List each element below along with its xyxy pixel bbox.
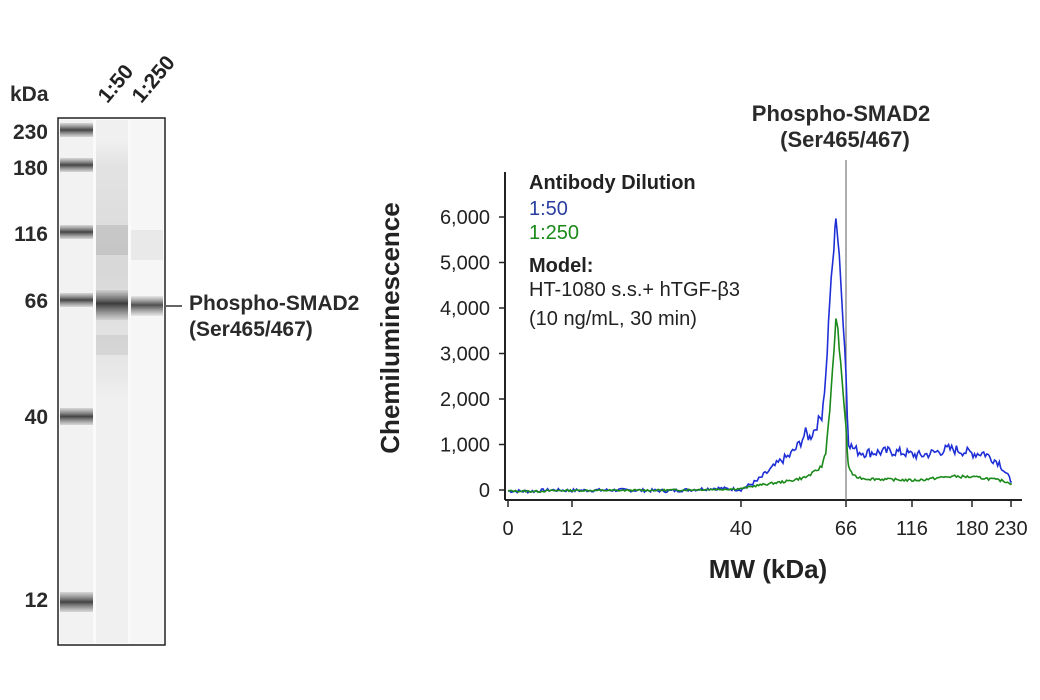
ladder-band (60, 225, 93, 239)
gel-image (57, 117, 182, 646)
marker-116: 116 (14, 223, 48, 246)
y-tick-label: 6,000 (440, 207, 490, 229)
band-1-250 (131, 296, 163, 316)
kda-label: kDa (10, 83, 49, 106)
ladder-band (60, 158, 93, 172)
band-1-50 (96, 290, 128, 320)
model-line1: HT-1080 s.s.+ hTGF-β3 (529, 279, 740, 301)
y-tick-label: 4,000 (440, 298, 490, 320)
x-tick-label: 12 (561, 518, 583, 540)
series-line-1-250 (507, 318, 1013, 493)
legend-entry-1-50: 1:50 (529, 198, 568, 220)
y-tick-label: 2,000 (440, 389, 490, 411)
ladder-band (60, 123, 93, 137)
legend-title: Antibody Dilution (529, 172, 696, 194)
ladder-band (60, 293, 93, 307)
ladder-band (60, 592, 93, 612)
x-tick-label: 40 (730, 518, 752, 540)
y-tick-label: 5,000 (440, 253, 490, 275)
marker-230: 230 (12, 121, 48, 144)
marker-12: 12 (24, 589, 48, 612)
y-axis-label: Chemiluminescence (375, 202, 405, 453)
x-tick-label: 0 (502, 518, 513, 540)
x-tick-label: 230 (994, 518, 1027, 540)
model-line2: (10 ng/mL, 30 min) (529, 308, 697, 330)
y-tick-label: 1,000 (440, 435, 490, 457)
x-axis-label: MW (kDa) (709, 554, 827, 584)
chart-title-line1: Phospho-SMAD2 (752, 101, 930, 126)
x-tick-label: 116 (896, 518, 928, 540)
ladder-band (60, 408, 93, 425)
y-tick-label: 3,000 (440, 344, 490, 366)
band-label-line2: (Ser465/467) (189, 318, 313, 341)
y-tick-label: 0 (479, 480, 490, 502)
model-title: Model: (529, 255, 593, 277)
legend-entry-1-250: 1:250 (529, 222, 579, 244)
band-label-line1: Phospho-SMAD2 (189, 292, 360, 315)
x-tick-label: 180 (955, 518, 988, 540)
marker-180: 180 (12, 157, 48, 180)
marker-40: 40 (24, 406, 48, 429)
x-tick-label: 66 (835, 518, 857, 540)
marker-66: 66 (24, 290, 48, 313)
chart-title-line2: (Ser465/467) (780, 127, 910, 152)
